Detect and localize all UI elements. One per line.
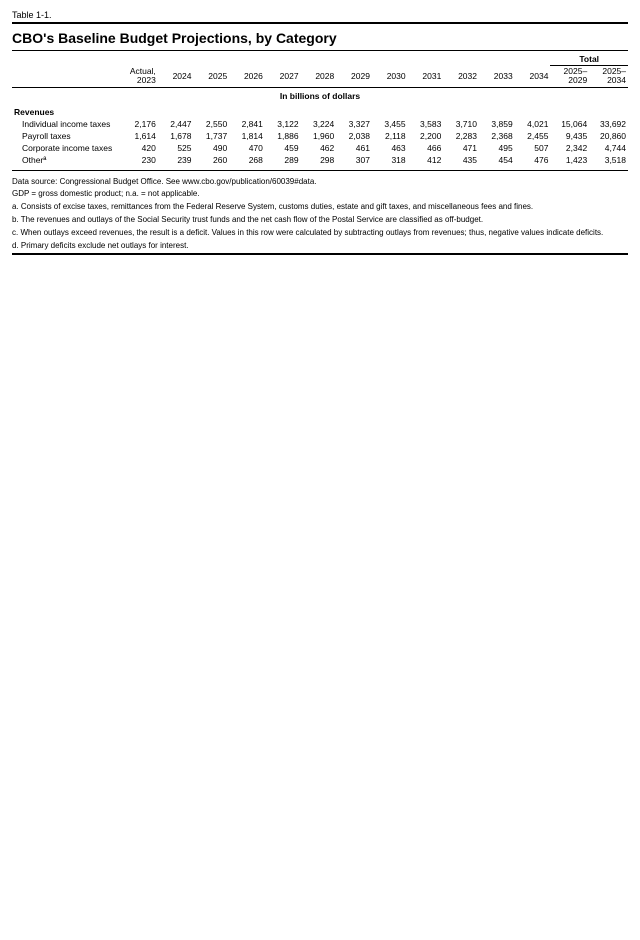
cell: 2,200 <box>408 130 444 142</box>
col-2034: 2034 <box>515 66 551 88</box>
col-2028: 2028 <box>301 66 337 88</box>
cell: 307 <box>336 154 372 166</box>
table-row: Corporate income taxes420525490470459462… <box>12 142 628 154</box>
cell: 3,455 <box>372 118 408 130</box>
cell: 2,038 <box>336 130 372 142</box>
cell: 435 <box>443 154 479 166</box>
col-2026: 2026 <box>229 66 265 88</box>
cell: 1,678 <box>158 130 194 142</box>
note-gdp: GDP = gross domestic product; n.a. = not… <box>12 189 628 200</box>
cell: 507 <box>515 142 551 154</box>
note-b: b. The revenues and outlays of the Socia… <box>12 215 628 226</box>
header-years-row: Actual, 2023 2024 2025 2026 2027 2028 20… <box>12 66 628 88</box>
cell: 298 <box>301 154 337 166</box>
note-a: a. Consists of excise taxes, remittances… <box>12 202 628 213</box>
cell: 461 <box>336 142 372 154</box>
cell: 3,122 <box>265 118 301 130</box>
cell: 2,283 <box>443 130 479 142</box>
col-2032: 2032 <box>443 66 479 88</box>
cell: 471 <box>443 142 479 154</box>
row-label: Otherª <box>12 154 122 166</box>
cell: 466 <box>408 142 444 154</box>
cell: 2,118 <box>372 130 408 142</box>
cell: 15,064 <box>550 118 589 130</box>
cell: 4,744 <box>589 142 628 154</box>
total-header: Total <box>550 53 628 66</box>
footnotes: Data source: Congressional Budget Office… <box>12 177 628 252</box>
cell: 3,327 <box>336 118 372 130</box>
units-header: In billions of dollars <box>12 88 628 104</box>
cell: 268 <box>229 154 265 166</box>
cell: 1,614 <box>122 130 158 142</box>
table-title: CBO's Baseline Budget Projections, by Ca… <box>12 30 628 46</box>
cell: 33,692 <box>589 118 628 130</box>
cell: 2,176 <box>122 118 158 130</box>
cell: 470 <box>229 142 265 154</box>
table-row: Otherª2302392602682892983073184124354544… <box>12 154 628 166</box>
cell: 525 <box>158 142 194 154</box>
col-2030: 2030 <box>372 66 408 88</box>
cell: 476 <box>515 154 551 166</box>
col-2025: 2025 <box>194 66 230 88</box>
table-row: Payroll taxes1,6141,6781,7371,8141,8861,… <box>12 130 628 142</box>
cell: 1,814 <box>229 130 265 142</box>
col-2033: 2033 <box>479 66 515 88</box>
cell: 463 <box>372 142 408 154</box>
col-2031: 2031 <box>408 66 444 88</box>
rule <box>12 22 628 24</box>
col-2029: 2029 <box>336 66 372 88</box>
col-actual: Actual, 2023 <box>122 66 158 88</box>
table-row: Individual income taxes2,1762,4472,5502,… <box>12 118 628 130</box>
row-label: Corporate income taxes <box>12 142 122 154</box>
cell: 2,342 <box>550 142 589 154</box>
note-d: d. Primary deficits exclude net outlays … <box>12 241 628 252</box>
cell: 1,960 <box>301 130 337 142</box>
cell: 462 <box>301 142 337 154</box>
cell: 9,435 <box>550 130 589 142</box>
rule <box>12 170 628 171</box>
cell: 239 <box>158 154 194 166</box>
cell: 495 <box>479 142 515 154</box>
cell: 2,455 <box>515 130 551 142</box>
cell: 318 <box>372 154 408 166</box>
cell: 3,518 <box>589 154 628 166</box>
cell: 1,423 <box>550 154 589 166</box>
cell: 289 <box>265 154 301 166</box>
section-header: Revenues <box>12 104 628 118</box>
cell: 2,368 <box>479 130 515 142</box>
rule <box>12 50 628 51</box>
col-tot1: 2025–2029 <box>550 66 589 88</box>
table-number: Table 1-1. <box>12 10 628 20</box>
col-2024: 2024 <box>158 66 194 88</box>
cell: 2,550 <box>194 118 230 130</box>
row-label: Individual income taxes <box>12 118 122 130</box>
note-source: Data source: Congressional Budget Office… <box>12 177 628 188</box>
note-c: c. When outlays exceed revenues, the res… <box>12 228 628 239</box>
cell: 4,021 <box>515 118 551 130</box>
cell: 454 <box>479 154 515 166</box>
cell: 412 <box>408 154 444 166</box>
cell: 459 <box>265 142 301 154</box>
cell: 20,860 <box>589 130 628 142</box>
cell: 3,583 <box>408 118 444 130</box>
cell: 2,447 <box>158 118 194 130</box>
cell: 3,224 <box>301 118 337 130</box>
cell: 260 <box>194 154 230 166</box>
cell: 490 <box>194 142 230 154</box>
row-label: Payroll taxes <box>12 130 122 142</box>
budget-table: Total Actual, 2023 2024 2025 2026 2027 2… <box>12 53 628 166</box>
cell: 2,841 <box>229 118 265 130</box>
col-2027: 2027 <box>265 66 301 88</box>
cell: 1,886 <box>265 130 301 142</box>
cell: 3,859 <box>479 118 515 130</box>
col-tot2: 2025–2034 <box>589 66 628 88</box>
cell: 230 <box>122 154 158 166</box>
cell: 1,737 <box>194 130 230 142</box>
header-total-row: Total <box>12 53 628 66</box>
cell: 3,710 <box>443 118 479 130</box>
cell: 420 <box>122 142 158 154</box>
rule <box>12 253 628 255</box>
